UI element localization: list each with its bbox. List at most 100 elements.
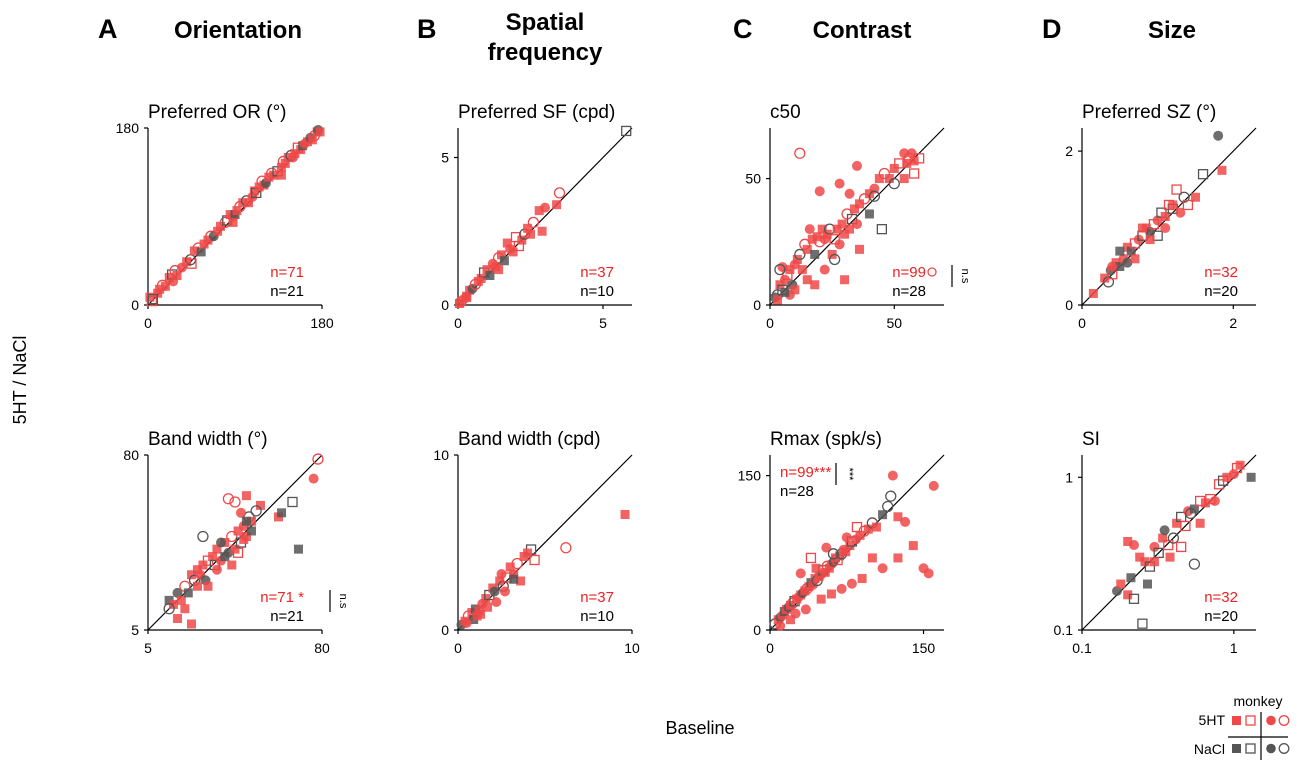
data-point [497, 250, 506, 260]
data-point [845, 224, 855, 234]
data-point [885, 490, 897, 502]
data-point [1175, 207, 1186, 218]
data-point [1116, 579, 1126, 589]
data-point [899, 148, 910, 159]
data-point [222, 493, 235, 505]
scatter-panel: Rmax (spk/s) 0 150 0 150 n=99*** n=28 *** [738, 429, 945, 656]
data-point [774, 263, 786, 276]
y-tick-label: 0.1 [1054, 622, 1074, 638]
data-point [495, 576, 505, 586]
x-tick-label: 0 [766, 315, 774, 331]
sig-label: n.s [337, 594, 349, 609]
data-point [1102, 276, 1115, 288]
data-point [1138, 223, 1148, 233]
data-point [1246, 472, 1256, 482]
data-point [1222, 472, 1232, 482]
data-point [846, 578, 857, 589]
data-point [1235, 460, 1245, 470]
data-point [1172, 518, 1182, 528]
y-tick-label: 0 [1065, 297, 1073, 313]
data-point [785, 265, 795, 275]
data-point [249, 186, 259, 196]
data-point [1115, 246, 1125, 256]
data-point [511, 557, 523, 570]
data-point [315, 127, 325, 137]
y-tick-label: 10 [433, 447, 449, 463]
n-count-5ht: n=37 [580, 589, 614, 606]
legend-open-square [1245, 715, 1256, 726]
data-point [829, 234, 840, 245]
y-tick-label: 2 [1065, 143, 1073, 159]
column-letter: A [98, 14, 118, 44]
data-point [1178, 191, 1190, 203]
data-point [168, 276, 179, 287]
data-point [230, 544, 240, 554]
n-count-nacl: n=10 [580, 283, 614, 300]
data-point [246, 516, 256, 526]
data-point [851, 521, 863, 533]
data-point [164, 272, 174, 282]
data-point [795, 568, 806, 579]
data-point [312, 453, 324, 465]
data-point [1128, 540, 1139, 551]
data-point [807, 234, 817, 244]
data-point [802, 275, 812, 285]
data-point [794, 248, 806, 261]
data-point [834, 239, 845, 250]
data-point [1180, 520, 1191, 532]
column-letter: B [417, 14, 437, 44]
data-point [293, 544, 303, 554]
data-point [1135, 552, 1145, 562]
y-tick-label: 180 [116, 120, 140, 136]
data-point [250, 505, 262, 517]
data-point [226, 530, 238, 543]
x-tick-label: 5 [144, 640, 152, 656]
data-point [1107, 261, 1118, 272]
data-point [1123, 536, 1133, 546]
data-point [816, 594, 826, 604]
y-tick-label: 80 [123, 447, 139, 463]
data-point [1142, 579, 1152, 589]
data-point [160, 281, 170, 291]
scatter-panel: Preferred SZ (°) 0 2 0 2 n=32 n=20 [1065, 102, 1257, 331]
scatter-panel: c50 0 50 0 50 n=99 n=28 n.s [745, 102, 971, 331]
data-point [496, 569, 507, 579]
data-point [1128, 593, 1140, 604]
data-point [811, 563, 821, 573]
x-tick-label: 0 [144, 315, 152, 331]
data-point [187, 619, 196, 629]
data-point [1126, 573, 1136, 583]
x-tick-label: 150 [912, 640, 936, 656]
data-point [777, 262, 788, 273]
data-point [814, 186, 825, 197]
data-point [863, 524, 873, 534]
n-count-nacl: n=21 [270, 608, 304, 625]
panel-title: Preferred OR (°) [148, 102, 287, 123]
x-axis-label: Baseline [665, 718, 734, 738]
data-point [1122, 257, 1133, 268]
data-point [489, 586, 500, 597]
legend-filled-circle [1266, 715, 1276, 726]
scatter-panel: Band width (cpd) 0 10 0 10 n=37 n=10 [433, 429, 640, 656]
data-point [846, 213, 858, 225]
data-point [810, 280, 820, 290]
data-point [1149, 557, 1159, 567]
y-tick-label: 50 [745, 171, 761, 187]
x-tick-label: 0 [454, 640, 462, 656]
column-title: Size [1148, 17, 1196, 44]
data-point [485, 271, 495, 280]
data-point [828, 253, 841, 266]
data-point [527, 216, 540, 229]
data-point [1171, 184, 1182, 195]
data-point [473, 276, 483, 286]
data-point [909, 168, 920, 179]
legend-filled-square [1232, 716, 1241, 725]
data-point [790, 608, 801, 619]
scatter-panel: Band width (°) 5 80 5 80 n=71 * n=21 n.s [123, 429, 349, 656]
data-point [280, 158, 290, 168]
data-point [461, 618, 472, 628]
data-point [1228, 469, 1239, 480]
data-point [290, 149, 300, 159]
data-point [208, 552, 218, 562]
data-point [876, 223, 888, 235]
